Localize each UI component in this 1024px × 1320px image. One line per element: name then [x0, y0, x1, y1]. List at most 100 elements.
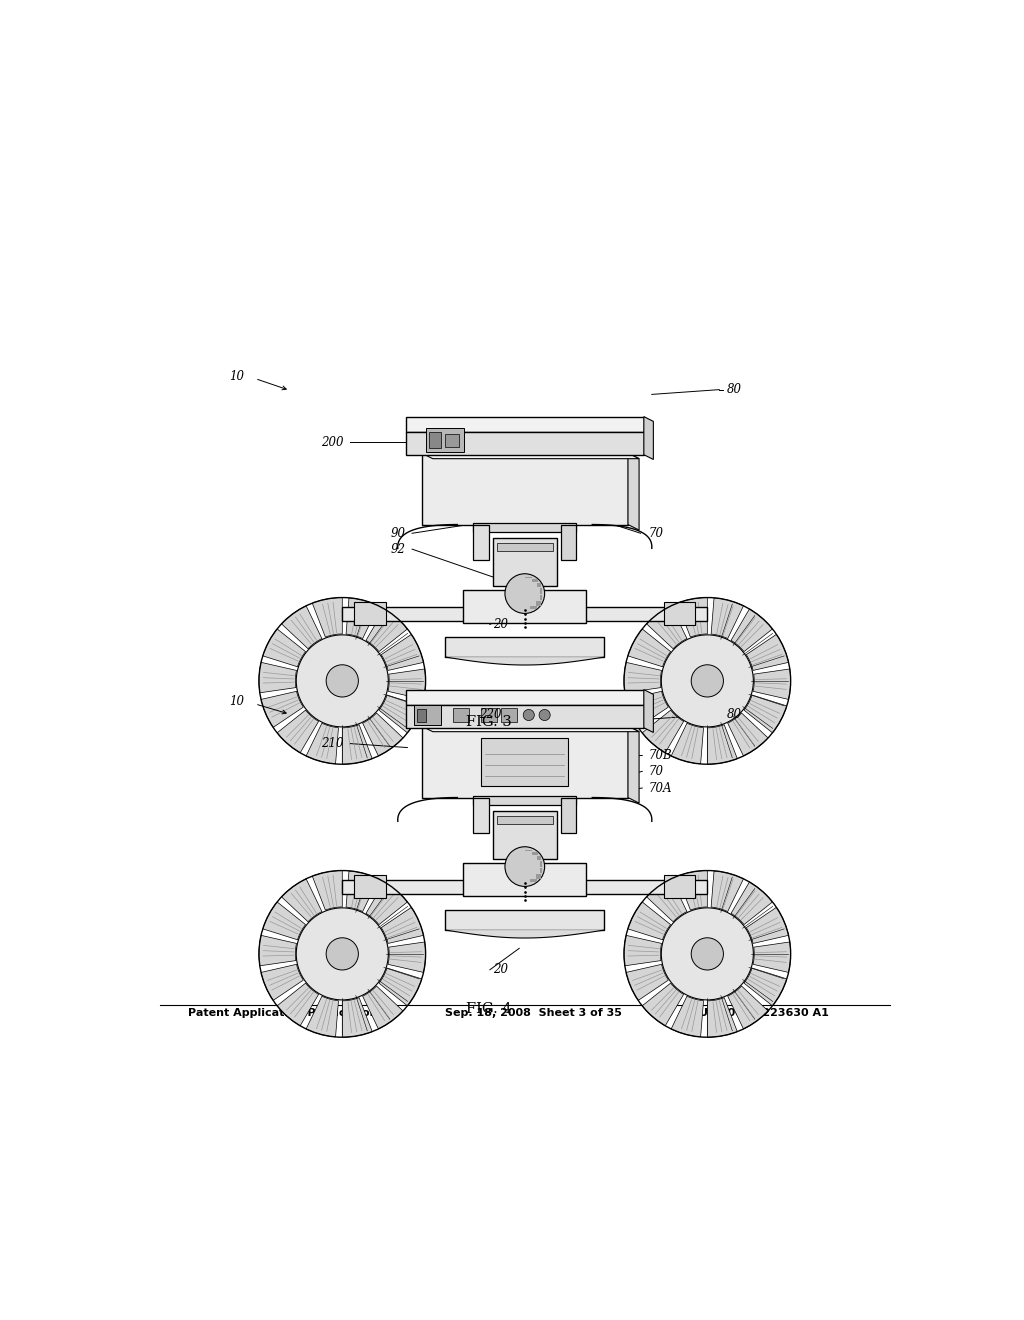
Polygon shape: [671, 997, 703, 1038]
Bar: [536, 601, 541, 606]
Text: 90: 90: [391, 527, 406, 540]
Polygon shape: [422, 453, 639, 458]
Polygon shape: [259, 936, 297, 966]
Bar: [497, 816, 553, 824]
Polygon shape: [379, 968, 422, 1006]
Polygon shape: [624, 663, 662, 693]
Polygon shape: [626, 692, 669, 727]
Polygon shape: [728, 986, 768, 1030]
Polygon shape: [379, 696, 422, 733]
Polygon shape: [381, 907, 424, 944]
Text: 200: 200: [322, 436, 344, 449]
Bar: [417, 709, 426, 722]
Polygon shape: [731, 882, 772, 924]
Polygon shape: [306, 997, 339, 1038]
Bar: [422, 453, 628, 524]
Polygon shape: [362, 713, 403, 756]
Text: 70A: 70A: [648, 781, 672, 795]
Polygon shape: [261, 692, 303, 727]
Polygon shape: [342, 725, 373, 764]
Polygon shape: [628, 726, 639, 803]
Circle shape: [691, 665, 723, 697]
Polygon shape: [624, 936, 662, 966]
Polygon shape: [422, 726, 639, 731]
Bar: [494, 810, 557, 858]
Polygon shape: [306, 723, 339, 764]
Text: 80: 80: [726, 708, 741, 721]
Circle shape: [296, 635, 388, 727]
Bar: [481, 708, 497, 722]
Polygon shape: [644, 689, 653, 733]
Bar: [537, 582, 541, 587]
Polygon shape: [628, 453, 639, 531]
Bar: [354, 875, 386, 898]
Polygon shape: [346, 598, 379, 639]
Circle shape: [505, 846, 545, 887]
Bar: [481, 738, 568, 785]
Bar: [473, 524, 489, 560]
Polygon shape: [671, 723, 703, 764]
Text: FIG. 4: FIG. 4: [466, 1002, 512, 1016]
Polygon shape: [644, 417, 653, 459]
Bar: [422, 726, 628, 797]
Bar: [414, 705, 441, 725]
Polygon shape: [746, 907, 788, 944]
Polygon shape: [366, 609, 408, 652]
Bar: [444, 434, 459, 446]
Circle shape: [505, 574, 545, 614]
Bar: [501, 708, 517, 722]
Bar: [494, 539, 557, 586]
Polygon shape: [708, 725, 737, 764]
Bar: [530, 606, 537, 609]
Polygon shape: [646, 606, 687, 648]
Bar: [540, 869, 543, 873]
Polygon shape: [746, 635, 788, 671]
Bar: [664, 602, 695, 624]
Polygon shape: [628, 902, 671, 940]
Circle shape: [662, 908, 754, 1001]
Polygon shape: [282, 879, 322, 921]
Polygon shape: [388, 669, 426, 700]
Bar: [342, 880, 708, 895]
Polygon shape: [259, 663, 297, 693]
Polygon shape: [381, 635, 424, 671]
Bar: [429, 433, 441, 449]
Polygon shape: [753, 669, 791, 700]
Text: 80: 80: [726, 383, 741, 396]
Circle shape: [523, 709, 535, 721]
Circle shape: [539, 709, 550, 721]
Polygon shape: [263, 902, 305, 940]
Bar: [342, 607, 708, 622]
Bar: [406, 417, 644, 432]
Bar: [497, 543, 553, 550]
Polygon shape: [312, 871, 342, 909]
Text: US 2008/0223630 A1: US 2008/0223630 A1: [699, 1008, 829, 1018]
Bar: [540, 589, 543, 594]
Bar: [540, 595, 543, 601]
Bar: [540, 862, 543, 867]
Polygon shape: [312, 598, 342, 638]
Bar: [473, 523, 577, 532]
Polygon shape: [342, 998, 373, 1038]
Text: FIG. 3: FIG. 3: [466, 715, 512, 729]
Bar: [463, 590, 587, 623]
Text: 70B: 70B: [648, 748, 672, 762]
Polygon shape: [744, 696, 786, 733]
Circle shape: [691, 937, 723, 970]
Polygon shape: [628, 628, 671, 667]
Bar: [445, 911, 604, 931]
Bar: [406, 705, 644, 727]
Text: 92: 92: [391, 543, 406, 556]
Text: 10: 10: [229, 696, 245, 708]
Polygon shape: [711, 871, 743, 912]
Polygon shape: [677, 598, 708, 638]
Polygon shape: [388, 942, 426, 973]
Bar: [473, 796, 577, 805]
Bar: [531, 851, 538, 854]
Text: 70: 70: [648, 764, 664, 777]
Polygon shape: [626, 965, 669, 1001]
Polygon shape: [642, 710, 684, 752]
Bar: [406, 432, 644, 454]
Circle shape: [662, 635, 754, 727]
Polygon shape: [708, 998, 737, 1038]
